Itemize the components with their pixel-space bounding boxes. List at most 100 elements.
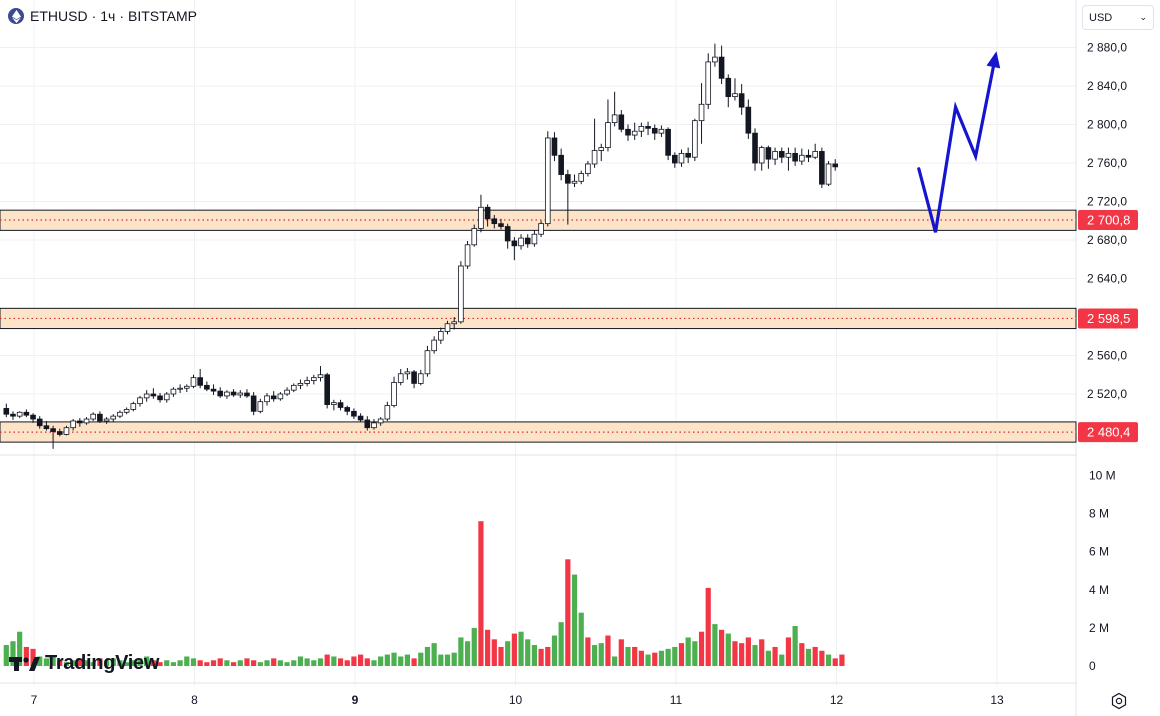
time-tick-label: 10 xyxy=(509,693,523,707)
price-tick-label: 2 840,0 xyxy=(1087,79,1127,93)
gear-icon[interactable] xyxy=(1110,692,1128,710)
candle-body-down xyxy=(738,93,745,108)
candle-body-up xyxy=(277,393,284,400)
candle-body-up xyxy=(397,373,404,383)
volume-bar xyxy=(77,658,83,666)
currency-select[interactable]: USD ⌄ xyxy=(1082,5,1154,30)
candle-body-up xyxy=(297,383,304,386)
level-zone-3[interactable] xyxy=(0,421,1077,443)
candle-body-up xyxy=(531,233,538,245)
candle xyxy=(651,124,658,140)
level-price-label: 2 700,8 xyxy=(1087,212,1130,227)
price-tick-label: 2 720,0 xyxy=(1087,195,1127,209)
candle-body-down xyxy=(725,77,732,97)
volume-bar xyxy=(672,646,678,666)
price-axis[interactable]: 2 880,0 2 840,0 2 800,0 2 760,0 2 720,0 2 680… xyxy=(1078,41,1138,443)
candle xyxy=(103,417,110,424)
candle xyxy=(23,409,30,418)
candle-body-down xyxy=(765,147,772,160)
candle-body-up xyxy=(585,163,591,174)
candle-body-up xyxy=(451,321,457,325)
candle xyxy=(531,230,538,247)
candle xyxy=(264,393,270,406)
candle-body-up xyxy=(464,244,471,267)
volume-bar xyxy=(277,660,283,666)
candle xyxy=(772,147,778,165)
candle-body-up xyxy=(518,237,524,247)
candle xyxy=(324,372,330,409)
candle-body-up xyxy=(90,413,97,420)
volume-tick-label: 4 M xyxy=(1089,583,1109,597)
candle-body-down xyxy=(23,411,30,416)
volume-bar xyxy=(745,637,751,666)
candle xyxy=(431,336,437,354)
volume-bar xyxy=(485,629,491,666)
candle xyxy=(137,395,143,407)
volume-bar xyxy=(685,637,691,666)
candle-body-up xyxy=(438,331,444,341)
symbol-name[interactable]: ETHUSD xyxy=(30,8,88,24)
volume-bar xyxy=(130,660,136,666)
candle-body-up xyxy=(605,122,611,148)
time-axis[interactable]: 7 8 9 10 11 12 13 xyxy=(0,682,1076,707)
candle xyxy=(558,148,564,181)
volume-bar xyxy=(732,641,738,666)
volume-bar xyxy=(244,658,250,666)
candle xyxy=(591,118,598,168)
candle-body-up xyxy=(170,388,177,395)
candle xyxy=(364,416,371,431)
volume-bar xyxy=(63,662,70,666)
candle xyxy=(518,234,524,250)
candle-body-up xyxy=(631,130,638,136)
volume-bar xyxy=(692,641,698,666)
candle-body-up xyxy=(799,154,805,162)
volume-bar xyxy=(558,622,564,666)
candle xyxy=(444,320,451,335)
candle xyxy=(83,417,90,425)
candle xyxy=(484,204,491,227)
time-tick-label: 9 xyxy=(352,693,359,707)
volume-bar xyxy=(785,637,792,666)
candle-body-up xyxy=(284,389,290,395)
volume-bar xyxy=(739,643,745,666)
candle-body-up xyxy=(478,206,484,229)
volume-bar xyxy=(471,627,477,666)
volume-bar xyxy=(518,631,524,666)
volume-bar xyxy=(725,633,731,666)
candle-body-up xyxy=(658,128,665,134)
candle-body-up xyxy=(103,418,110,422)
volume-bar xyxy=(545,646,551,666)
candle xyxy=(611,91,618,127)
candle xyxy=(56,428,63,437)
candle-body-down xyxy=(197,377,203,386)
candle xyxy=(605,99,611,152)
candle-body-up xyxy=(391,382,397,406)
candle-body-up xyxy=(772,151,778,160)
volume-bar xyxy=(271,658,277,666)
volume-bar xyxy=(137,658,143,666)
candles xyxy=(3,43,839,449)
candle-body-up xyxy=(110,415,117,420)
volume-bar xyxy=(658,650,665,666)
candle-body-up xyxy=(331,402,337,405)
volume-bar xyxy=(825,654,832,666)
candle-body-up xyxy=(544,137,551,225)
volume-bar xyxy=(297,656,304,666)
volume-bar xyxy=(83,660,90,666)
volume-bar xyxy=(404,654,410,666)
projection-arrow[interactable] xyxy=(917,51,1001,233)
level-zone-2[interactable] xyxy=(0,307,1077,330)
tradingview-logo[interactable]: TradingView xyxy=(9,652,159,675)
interval-label[interactable]: 1ч xyxy=(100,8,116,24)
candle-body-up xyxy=(611,114,618,123)
volume-bar xyxy=(177,660,183,666)
candle xyxy=(163,392,170,403)
candle-body-up xyxy=(785,152,792,158)
volume-bar xyxy=(431,643,437,666)
candle xyxy=(551,132,558,162)
candle xyxy=(578,170,585,185)
level-zone-1[interactable] xyxy=(0,209,1077,231)
logo-text: TradingView xyxy=(45,652,160,674)
volume-tick-label: 10 M xyxy=(1089,469,1116,483)
